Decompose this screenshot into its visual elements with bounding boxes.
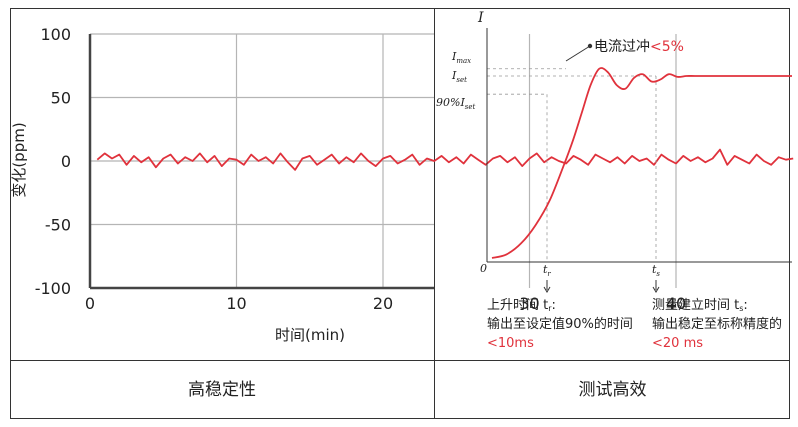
tr-arrow-icon — [543, 280, 551, 293]
origin-label: 0 — [480, 262, 487, 275]
y-tick-label: -100 — [35, 279, 71, 298]
caption-stability: 高稳定性 — [188, 380, 256, 400]
rise-note-line1: 上升时间 tr: — [487, 298, 556, 313]
y-tick-label: 50 — [51, 89, 71, 108]
x-axis-label: 时间(min) — [275, 326, 345, 344]
ninety-iset-label: 90%Iset — [436, 96, 476, 111]
ts-label: ts — [652, 263, 660, 278]
imax-label: Imax — [451, 50, 471, 65]
x-tick-label: 20 — [373, 294, 393, 313]
y-axis-title: I — [477, 10, 484, 26]
settle-note-line1: 测量建立时间 ts: — [652, 298, 748, 313]
x-tick-label: 30 — [519, 294, 539, 313]
settle-note-line2: 输出稳定至标称精度的 — [652, 316, 782, 332]
caption-efficiency: 测试高效 — [578, 380, 647, 400]
x-tick-label: 0 — [85, 294, 95, 313]
x-tick-label: 40 — [666, 294, 686, 313]
table-column-divider — [434, 8, 435, 419]
settle-note-value: <20 ms — [652, 336, 703, 351]
y-axis-label: 变化(ppm) — [10, 122, 28, 197]
tr-label: tr — [543, 263, 551, 278]
y-tick-label: -50 — [45, 216, 71, 235]
rise-note-value: <10ms — [487, 336, 534, 351]
y-tick-label: 100 — [40, 25, 71, 44]
current-response-line — [491, 67, 792, 259]
table-frame — [10, 8, 790, 419]
iset-label: Iset — [451, 69, 467, 84]
overshoot-dot — [587, 43, 593, 49]
rise-note-line2: 输出至设定值90%的时间 — [487, 316, 633, 332]
overshoot-pointer — [565, 45, 591, 62]
overshoot-label: 电流过冲<5% — [594, 39, 684, 55]
x-tick-label: 10 — [226, 294, 246, 313]
y-tick-label: 0 — [61, 152, 71, 171]
ppm-series-line — [96, 148, 794, 171]
table-row-divider — [10, 360, 790, 361]
ts-arrow-icon — [652, 280, 660, 293]
